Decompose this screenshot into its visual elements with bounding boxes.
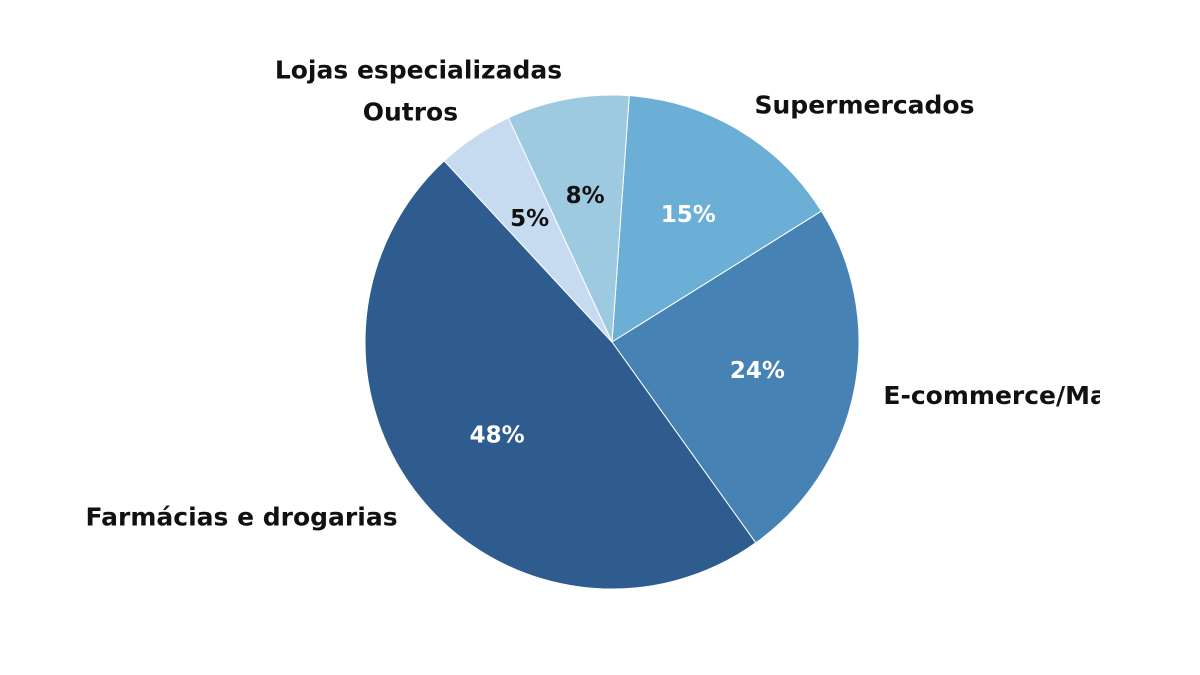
value-label-outros: 5% <box>510 206 549 232</box>
value-label-supermercados: 15% <box>661 202 716 228</box>
pie-labels: 15% Supermercados 24% E-commerce/Marketplac… <box>86 55 1200 531</box>
category-label-e-commerce-marketplaces: E-commerce/Marketplaces <box>883 381 1200 410</box>
category-label-outros: Outros <box>363 98 458 127</box>
value-label-farmacias-e-drogarias: 48% <box>470 423 525 449</box>
pie-slices <box>364 94 860 590</box>
category-label-farmacias-e-drogarias: Farmácias e drogarias <box>86 502 398 531</box>
value-label-lojas-especializadas: 8% <box>566 183 605 209</box>
pie-slice-lojas-especializadas <box>507 94 630 343</box>
pie-slice-e-commerce-marketplaces <box>611 210 860 544</box>
pie-slice-farmacias-e-drogarias <box>364 160 757 590</box>
category-label-lojas-especializadas: Lojas especializadas <box>275 55 562 84</box>
category-label-supermercados: Supermercados <box>755 90 975 119</box>
pie-slice-supermercados <box>611 95 823 343</box>
value-label-e-commerce-marketplaces: 24% <box>730 358 785 384</box>
